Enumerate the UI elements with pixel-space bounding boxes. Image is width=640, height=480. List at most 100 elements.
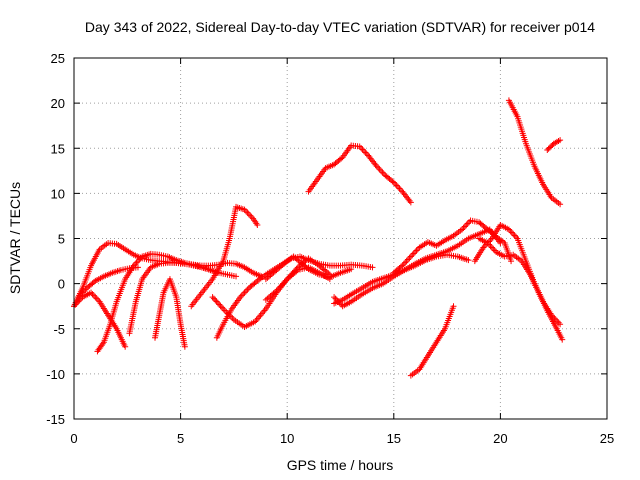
data-point bbox=[405, 256, 412, 263]
data-point bbox=[285, 274, 292, 281]
data-point bbox=[217, 302, 224, 309]
data-point bbox=[257, 312, 264, 319]
chart-title: Day 343 of 2022, Sidereal Day-to-day VTE… bbox=[85, 19, 595, 35]
data-point bbox=[375, 164, 382, 171]
data-point bbox=[413, 247, 420, 254]
data-point bbox=[360, 147, 367, 154]
data-point bbox=[403, 258, 410, 265]
series-arc4 bbox=[94, 250, 222, 355]
data-point bbox=[331, 294, 338, 301]
data-point bbox=[292, 267, 299, 274]
series-arc12 bbox=[305, 142, 414, 206]
data-point bbox=[218, 304, 225, 311]
data-point bbox=[238, 292, 245, 299]
data-point bbox=[395, 184, 402, 191]
data-point bbox=[359, 146, 366, 153]
series-arc19 bbox=[505, 97, 564, 208]
data-point bbox=[546, 144, 553, 151]
data-point bbox=[277, 283, 284, 290]
data-point bbox=[508, 229, 515, 236]
data-point bbox=[490, 246, 497, 253]
x-tick-label: 20 bbox=[493, 431, 507, 446]
y-tick-label: -5 bbox=[53, 322, 65, 337]
data-point bbox=[362, 149, 369, 156]
data-point bbox=[397, 263, 404, 270]
data-point bbox=[511, 232, 518, 239]
data-point bbox=[90, 279, 97, 286]
data-point bbox=[545, 145, 552, 152]
data-point bbox=[376, 166, 383, 173]
data-point bbox=[244, 286, 251, 293]
y-tick-label: 0 bbox=[58, 277, 65, 292]
data-point bbox=[286, 273, 293, 280]
data-point bbox=[544, 147, 551, 154]
series-arc16 bbox=[407, 303, 457, 379]
data-point bbox=[254, 315, 261, 322]
data-point bbox=[209, 294, 216, 301]
data-point bbox=[213, 298, 220, 305]
data-point bbox=[460, 224, 467, 231]
data-point bbox=[293, 265, 300, 272]
data-point bbox=[463, 221, 470, 228]
data-point bbox=[407, 199, 414, 206]
x-axis-label: GPS time / hours bbox=[287, 457, 394, 473]
x-tick-label: 10 bbox=[280, 431, 294, 446]
data-point bbox=[278, 281, 285, 288]
y-tick-label: -15 bbox=[46, 412, 65, 427]
data-point bbox=[216, 301, 223, 308]
series-arc14 bbox=[331, 251, 472, 307]
data-point bbox=[242, 288, 249, 295]
data-point bbox=[89, 291, 96, 298]
series-arc10 bbox=[262, 255, 333, 303]
data-point bbox=[410, 250, 417, 257]
data-point bbox=[247, 212, 254, 219]
data-point bbox=[487, 243, 494, 250]
series-arc7 bbox=[188, 203, 261, 310]
data-point bbox=[412, 249, 419, 256]
data-point bbox=[273, 287, 280, 294]
data-point bbox=[281, 279, 288, 286]
data-point bbox=[93, 295, 100, 302]
data-point bbox=[258, 310, 265, 317]
data-point bbox=[289, 270, 296, 277]
series-arc11 bbox=[262, 253, 355, 283]
data-point bbox=[284, 276, 291, 283]
data-point bbox=[256, 313, 263, 320]
data-point bbox=[244, 209, 251, 216]
data-point bbox=[348, 266, 355, 273]
series-arc18 bbox=[476, 235, 566, 343]
y-tick-label: 20 bbox=[51, 96, 65, 111]
data-point bbox=[214, 300, 221, 307]
data-point bbox=[280, 280, 287, 287]
data-point bbox=[557, 137, 564, 144]
y-tick-label: 5 bbox=[58, 232, 65, 247]
data-point bbox=[282, 277, 289, 284]
data-point bbox=[220, 305, 227, 312]
data-point bbox=[274, 286, 281, 293]
grid-lines bbox=[74, 58, 607, 419]
series-arc2 bbox=[71, 289, 129, 350]
data-point bbox=[461, 223, 468, 230]
data-point bbox=[122, 343, 129, 350]
y-tick-label: 10 bbox=[51, 186, 65, 201]
data-point bbox=[466, 218, 473, 225]
series-arc5 bbox=[126, 259, 240, 337]
series-arc20 bbox=[544, 137, 564, 154]
data-point bbox=[181, 343, 188, 350]
data-point bbox=[380, 170, 387, 177]
data-point bbox=[338, 155, 345, 162]
data-point bbox=[241, 289, 248, 296]
data-point bbox=[245, 211, 252, 218]
data-point bbox=[559, 336, 566, 343]
data-point bbox=[288, 271, 295, 278]
data-point bbox=[378, 167, 385, 174]
data-point bbox=[240, 291, 247, 298]
y-tick-label: 15 bbox=[51, 141, 65, 156]
data-point bbox=[212, 297, 219, 304]
data-point bbox=[450, 303, 457, 310]
series-arc15 bbox=[390, 217, 515, 276]
x-tick-label: 5 bbox=[177, 431, 184, 446]
x-tick-label: 25 bbox=[600, 431, 614, 446]
series-arc3 bbox=[75, 264, 141, 301]
data-point bbox=[508, 258, 515, 265]
